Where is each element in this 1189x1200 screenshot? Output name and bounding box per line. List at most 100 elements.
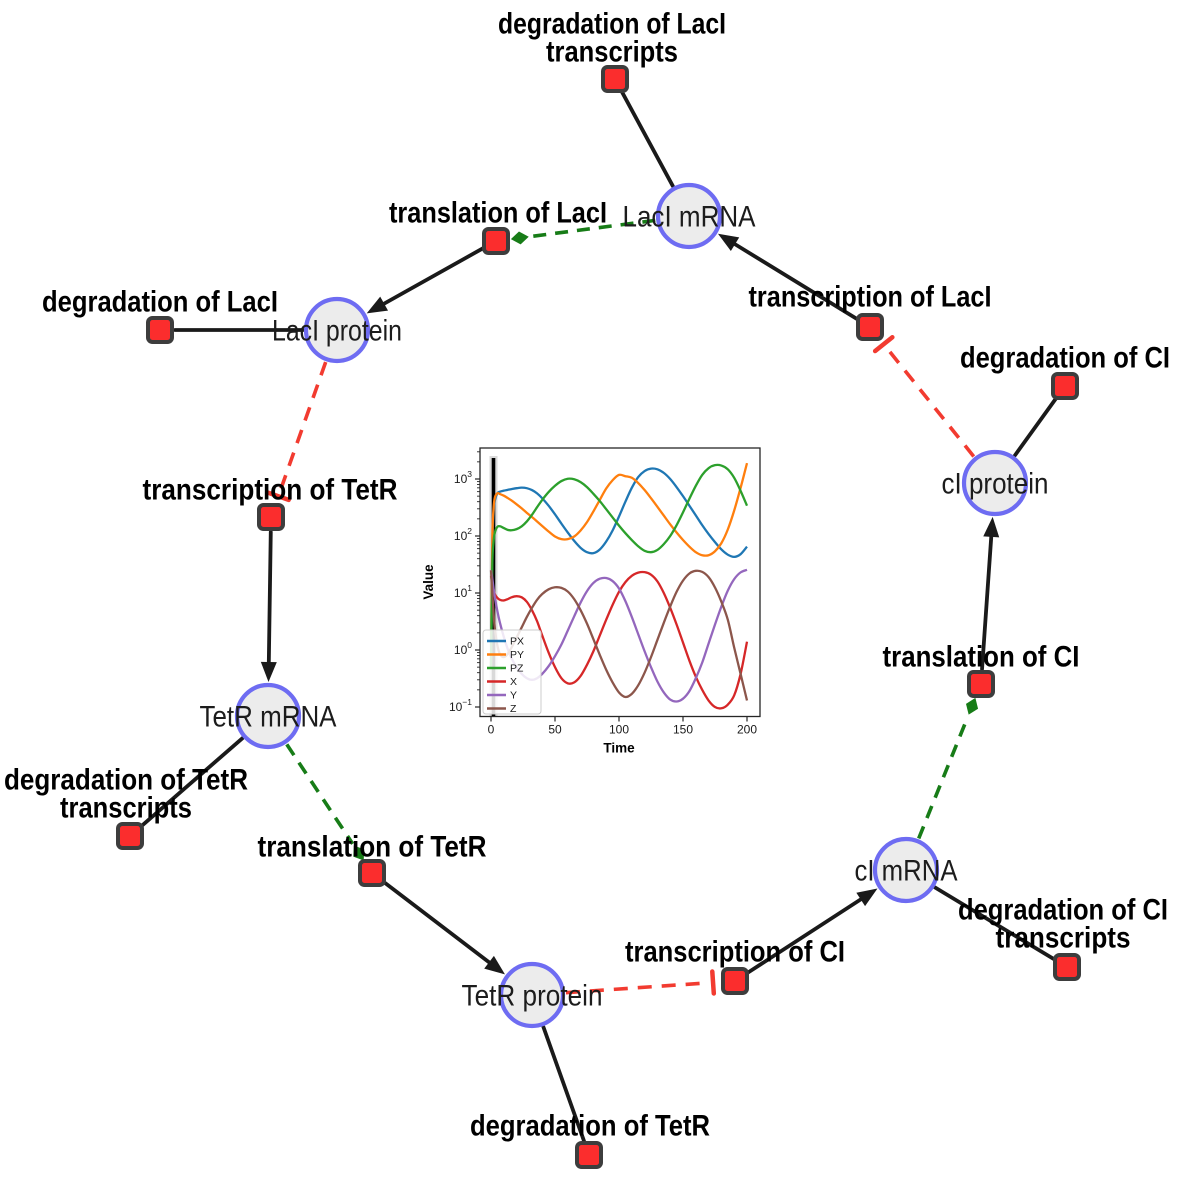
reaction-node-deg_tetR[interactable] xyxy=(575,1141,603,1169)
reaction-node-transl_lacI[interactable] xyxy=(482,227,510,255)
x-tick-label: 50 xyxy=(548,723,562,737)
species-node-lacI_protein[interactable] xyxy=(303,296,371,364)
reaction-label-transc_tetR: transcription of TetR xyxy=(143,474,398,507)
legend-label-Z: Z xyxy=(510,703,517,715)
edge-transl_lacI-lacI_protein xyxy=(366,246,485,314)
arrowhead-icon xyxy=(260,661,277,683)
reaction-label-deg_cI_tr: degradation of CI xyxy=(958,894,1168,927)
production-edge-line xyxy=(266,530,273,666)
species-label-tetR_protein: TetR protein xyxy=(462,980,603,1013)
edge-transc_cI-cI_mRNA xyxy=(745,888,878,975)
edge-lacI_mRNA-deg_lacI_tr xyxy=(620,90,675,188)
edge-tetR_mRNA-deg_tetR_tr xyxy=(139,736,245,829)
modifier-edge-line xyxy=(285,743,355,845)
reaction-label-transl_lacI: translation of LacI xyxy=(389,197,607,230)
edge-cI_mRNA-transl_cI xyxy=(917,697,979,840)
production-edge-line xyxy=(380,246,485,307)
legend-label-PX: PX xyxy=(510,636,524,648)
reaction-node-deg_tetR_tr[interactable] xyxy=(116,822,144,850)
reaction-node-deg_cI[interactable] xyxy=(1051,372,1079,400)
reaction-label-deg_lacI: degradation of LacI xyxy=(42,286,278,319)
arrowhead-icon xyxy=(856,888,878,907)
x-tick-label: 0 xyxy=(488,723,495,737)
reaction-label-transl_cI: translation of CI xyxy=(883,641,1080,674)
production-edge-line xyxy=(980,532,994,671)
species-label-cI_protein: cI protein xyxy=(942,468,1049,501)
y-axis-title: Value xyxy=(421,564,436,600)
x-tick-label: 200 xyxy=(737,723,757,737)
reaction-node-transc_cI[interactable] xyxy=(721,967,749,995)
production-edge-line xyxy=(731,241,860,322)
species-node-cI_mRNA[interactable] xyxy=(872,836,940,904)
reaction-label-deg_lacI_tr: degradation of LacI xyxy=(498,8,726,41)
reaction-node-transc_tetR[interactable] xyxy=(257,503,285,531)
inhibition-edge-line xyxy=(279,361,328,490)
reaction-node-deg_cI_tr[interactable] xyxy=(1053,953,1081,981)
simulation-plot: 0 50 100 150 20010−1100101102103TimeValuePXP… xyxy=(418,432,776,776)
reaction-node-deg_lacI[interactable] xyxy=(146,316,174,344)
inhibition-tbar-icon xyxy=(265,490,291,503)
consumption-edge-line xyxy=(933,885,1057,962)
arrowhead-icon xyxy=(366,296,389,314)
reaction-node-transl_tetR[interactable] xyxy=(358,859,386,887)
edge-cI_protein-transc_lacI xyxy=(872,335,976,458)
reaction-label-transl_tetR: translation of TetR xyxy=(258,831,487,864)
legend-label-Y: Y xyxy=(510,690,517,702)
edge-tetR_protein-transc_cI xyxy=(565,969,717,996)
inhibition-tbar-icon xyxy=(710,969,717,996)
edge-transc_tetR-tetR_mRNA xyxy=(260,530,277,683)
modifier-edge-line xyxy=(917,715,970,840)
production-edge-line xyxy=(745,896,865,975)
edge-tetR_mRNA-transl_tetR xyxy=(285,743,365,861)
legend-label-PZ: PZ xyxy=(510,663,524,675)
reaction-node-transc_lacI[interactable] xyxy=(856,313,884,341)
consumption-edge-line xyxy=(1012,396,1059,458)
species-label-lacI_protein: LacI protein xyxy=(272,315,402,348)
edge-transc_lacI-lacI_mRNA xyxy=(717,233,860,322)
legend-box xyxy=(482,629,542,715)
species-node-cI_protein[interactable] xyxy=(961,449,1029,517)
x-tick-label: 150 xyxy=(673,723,693,737)
x-tick-label: 100 xyxy=(609,723,629,737)
reaction-label-deg_cI_tr: transcripts xyxy=(996,922,1131,955)
species-label-cI_mRNA: cI mRNA xyxy=(855,855,958,888)
arrowhead-icon xyxy=(717,233,740,252)
reaction-label-transc_lacI: transcription of LacI xyxy=(749,281,992,314)
edges-layer xyxy=(139,90,1059,1143)
edge-lacI_protein-transc_tetR xyxy=(265,361,328,503)
edge-transl_cI-cI_protein xyxy=(980,516,1000,671)
legend-label-X: X xyxy=(510,676,517,688)
nodes-layer xyxy=(116,65,1081,1169)
series-curve-PZ xyxy=(489,463,749,668)
inhibition-tbar-icon xyxy=(872,335,895,354)
legend-label-PY: PY xyxy=(510,649,524,661)
arrowhead-icon xyxy=(484,955,505,975)
consumption-edge-line xyxy=(139,736,245,829)
modifier-diamond-icon xyxy=(965,697,979,715)
reaction-label-deg_tetR_tr: transcripts xyxy=(60,792,192,825)
species-label-tetR_mRNA: TetR mRNA xyxy=(200,701,337,734)
reaction-label-transc_cI: transcription of CI xyxy=(625,936,845,969)
production-edge-line xyxy=(382,880,493,966)
series-curve-X xyxy=(489,570,749,710)
consumption-edge-line xyxy=(620,90,675,188)
edge-transl_tetR-tetR_protein xyxy=(382,880,505,975)
species-node-lacI_mRNA[interactable] xyxy=(655,182,723,250)
edge-cI_protein-deg_cI xyxy=(1012,396,1059,458)
reaction-node-deg_lacI_tr[interactable] xyxy=(601,65,629,93)
reaction-label-deg_cI: degradation of CI xyxy=(960,342,1170,375)
edge-lacI_mRNA-transl_lacI xyxy=(510,218,656,245)
consumption-edge-line xyxy=(541,1025,586,1143)
species-label-lacI_mRNA: LacI mRNA xyxy=(623,201,756,234)
reaction-label-deg_tetR: degradation of TetR xyxy=(470,1110,710,1143)
species-node-tetR_mRNA[interactable] xyxy=(234,682,302,750)
plot-frame xyxy=(479,447,761,718)
modifier-diamond-icon xyxy=(353,845,365,861)
series-curve-PX xyxy=(489,467,748,668)
arrowhead-icon xyxy=(983,516,1000,538)
reaction-node-transl_cI[interactable] xyxy=(967,670,995,698)
species-node-tetR_protein[interactable] xyxy=(498,961,566,1029)
